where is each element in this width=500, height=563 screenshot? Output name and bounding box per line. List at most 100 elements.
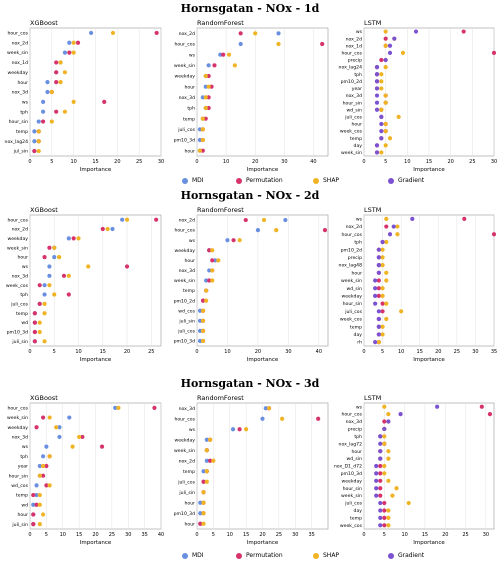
point-shap-hour	[201, 521, 206, 526]
y-tick-label-wd: wd	[21, 320, 28, 326]
point-gradient-week-cos	[376, 316, 381, 322]
point-gradient-juli-cos	[379, 114, 384, 119]
y-tick-label-week-sin: week_sin	[174, 448, 195, 454]
y-tick-label-hour-cos: hour_cos	[174, 42, 195, 48]
y-tick-label-jul-sin: jul_sin	[13, 149, 28, 155]
y-tick-label-weekday: weekday	[341, 478, 362, 484]
point-shap-pm10-3d	[382, 471, 387, 476]
point-gradient-hour-sin	[374, 486, 379, 491]
point-permutation-week-sin	[212, 63, 217, 68]
point-shap-year	[41, 463, 46, 469]
y-tick-label-day: day	[354, 508, 363, 514]
y-tick-label-nox-3d: nox_3d	[179, 268, 196, 274]
point-permutation-hour	[210, 258, 215, 263]
y-tick-label-nox-2d: nox_2d	[179, 31, 196, 37]
x-tick-label: 25	[109, 532, 115, 538]
point-gradient-temp	[379, 136, 384, 141]
point-gradient-nox-2d	[392, 36, 397, 41]
point-mdi-wd-cos	[197, 308, 203, 313]
point-permutation-hour-cos	[154, 30, 159, 36]
point-shap-hour	[197, 148, 203, 153]
point-mdi-nox-2d	[67, 40, 72, 45]
y-tick-label-weekday: weekday	[174, 248, 195, 254]
point-shap-weekday	[210, 248, 215, 253]
point-shap-temp	[200, 116, 205, 121]
point-mdi-week-sin	[206, 63, 211, 68]
x-tick-label: 0	[195, 159, 198, 165]
point-permutation-nox-2d	[243, 217, 248, 223]
point-mdi-hour-cos	[89, 30, 94, 36]
point-shap-weekday	[54, 425, 59, 430]
point-shap-week-cos	[383, 129, 388, 134]
point-shap-hour	[57, 255, 62, 260]
y-tick-label-nox-2d: nox_2d	[346, 36, 363, 42]
chart-title: LSTM	[364, 206, 381, 214]
point-mdi-hour	[203, 84, 208, 89]
y-tick-label-weekday: weekday	[174, 437, 195, 443]
legend-label: SHAP	[323, 177, 340, 184]
point-gradient-year	[374, 86, 380, 91]
y-tick-label-nox-lag72: nox_lag72	[339, 441, 363, 447]
point-shap-hour	[384, 270, 389, 275]
y-tick-label-nox-3d: nox_3d	[12, 90, 29, 96]
point-shap-hour-cos	[274, 228, 279, 233]
x-tick-label: 0	[28, 159, 31, 165]
point-gradient-hour-cos	[398, 412, 403, 417]
x-tick-label: 30	[125, 532, 131, 538]
point-shap-nox-2d	[395, 224, 400, 229]
x-tick-label: 10	[401, 532, 407, 538]
x-tick-label: 5	[53, 349, 56, 355]
x-tick-label: 10	[227, 532, 233, 538]
point-permutation-ws	[461, 29, 466, 34]
point-gradient-tph	[374, 72, 380, 77]
y-tick-label-hour-cos: hour_cos	[174, 228, 195, 234]
point-permutation-nox-2d	[100, 226, 105, 232]
point-shap-tph	[379, 72, 384, 77]
point-shap-hour	[383, 121, 388, 127]
y-tick-label-ws: ws	[189, 53, 196, 58]
point-mdi-hour	[52, 255, 57, 260]
point-shap-wd-cos	[200, 308, 206, 313]
x-tick-label: 20	[92, 532, 98, 538]
point-shap-juli-cos	[200, 328, 206, 333]
point-gradient-precip	[382, 426, 387, 432]
legend-marker-icon	[313, 552, 319, 559]
x-tick-label: 10	[223, 159, 229, 165]
point-mdi-weekday	[204, 437, 209, 442]
chart-xgboost-3d: XGBoost 0 5 10 15 20 25 30 35 40 Importance hour_co…	[7, 394, 164, 546]
x-tick-label: 15	[243, 532, 249, 538]
x-tick-label: 5	[50, 159, 53, 165]
y-tick-label-year: year	[18, 464, 28, 470]
point-permutation-hour-cos	[322, 228, 328, 233]
point-permutation-week-cos	[382, 523, 387, 528]
point-gradient-nox-2d	[391, 224, 396, 229]
y-tick-label-wd-sin: wd_sin	[346, 107, 362, 113]
point-permutation-hour-sin	[378, 486, 383, 491]
chart-randomforest-2d: RandomForest 0 10 20 30 40 Importance nox_2dhou…	[174, 206, 329, 363]
point-gradient-ws	[410, 216, 415, 221]
point-permutation-nox-2d	[384, 224, 389, 229]
y-tick-label-pm10-2d: pm10_2d	[174, 298, 195, 304]
y-tick-label-weekday: weekday	[174, 74, 195, 80]
point-permutation-weekday	[378, 478, 383, 483]
point-gradient-wd-sin	[373, 286, 378, 291]
y-tick-label-juli-cos: juli_cos	[177, 328, 195, 334]
point-shap-temp	[36, 129, 41, 134]
point-gradient-pm10-2d	[374, 79, 380, 84]
point-shap-pm10-2d	[380, 247, 385, 252]
legend-3d: MDI Permutation SHAP Gradient	[0, 552, 500, 562]
y-tick-label-wd-cos: wd_cos	[178, 308, 195, 314]
x-axis-label: Importance	[247, 167, 279, 173]
chart-title: XGBoost	[30, 206, 58, 214]
y-tick-label-week-cos: week_cos	[6, 283, 29, 289]
point-gradient-precip	[376, 255, 381, 260]
point-permutation-tph	[206, 105, 211, 111]
point-shap-juli-cos	[200, 127, 205, 132]
point-shap-pm10-2d	[379, 79, 384, 84]
point-shap-ws	[244, 427, 249, 432]
y-tick-label-precip: precip	[348, 427, 362, 433]
point-shap-hour-cos	[400, 50, 406, 55]
point-permutation-wd	[34, 502, 39, 507]
point-mdi-nox-2d	[204, 458, 209, 463]
point-permutation-ws	[237, 427, 242, 432]
